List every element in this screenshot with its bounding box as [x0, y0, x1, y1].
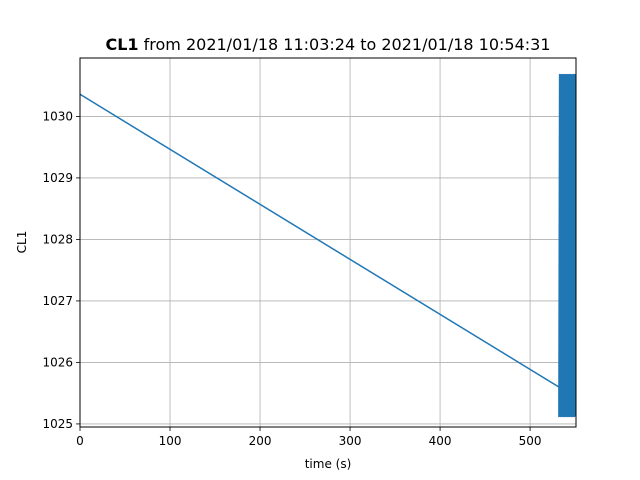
grid	[79, 58, 576, 427]
y-tick-label: 1029	[42, 171, 73, 185]
x-tick-label: 0	[76, 434, 84, 448]
y-tick-label: 1026	[42, 355, 73, 369]
chart-title-signal: CL1	[105, 35, 138, 54]
x-tick-label: 100	[159, 434, 182, 448]
series-line	[79, 73, 577, 418]
plot-frame	[79, 57, 577, 428]
x-tick-label: 400	[429, 434, 452, 448]
x-tick-label: 300	[339, 434, 362, 448]
plot-area	[80, 58, 576, 427]
series-layer	[79, 73, 577, 418]
y-axis-label: CL1	[15, 231, 29, 254]
x-tick-label: 200	[249, 434, 272, 448]
chart-title-range: from 2021/01/18 11:03:24 to 2021/01/18 1…	[139, 35, 551, 54]
x-axis-label: time (s)	[305, 457, 352, 471]
x-tick-label: 500	[519, 434, 542, 448]
y-tick-label: 1027	[42, 294, 73, 308]
ticks: 0 100 200 300 400 500 1025 1026 1027 1028 1029 1030	[42, 109, 541, 448]
y-tick-label: 1025	[42, 417, 73, 431]
y-tick-label: 1028	[42, 232, 73, 246]
y-tick-label: 1030	[42, 109, 73, 123]
chart-title: CL1 from 2021/01/18 11:03:24 to 2021/01/…	[105, 35, 550, 54]
